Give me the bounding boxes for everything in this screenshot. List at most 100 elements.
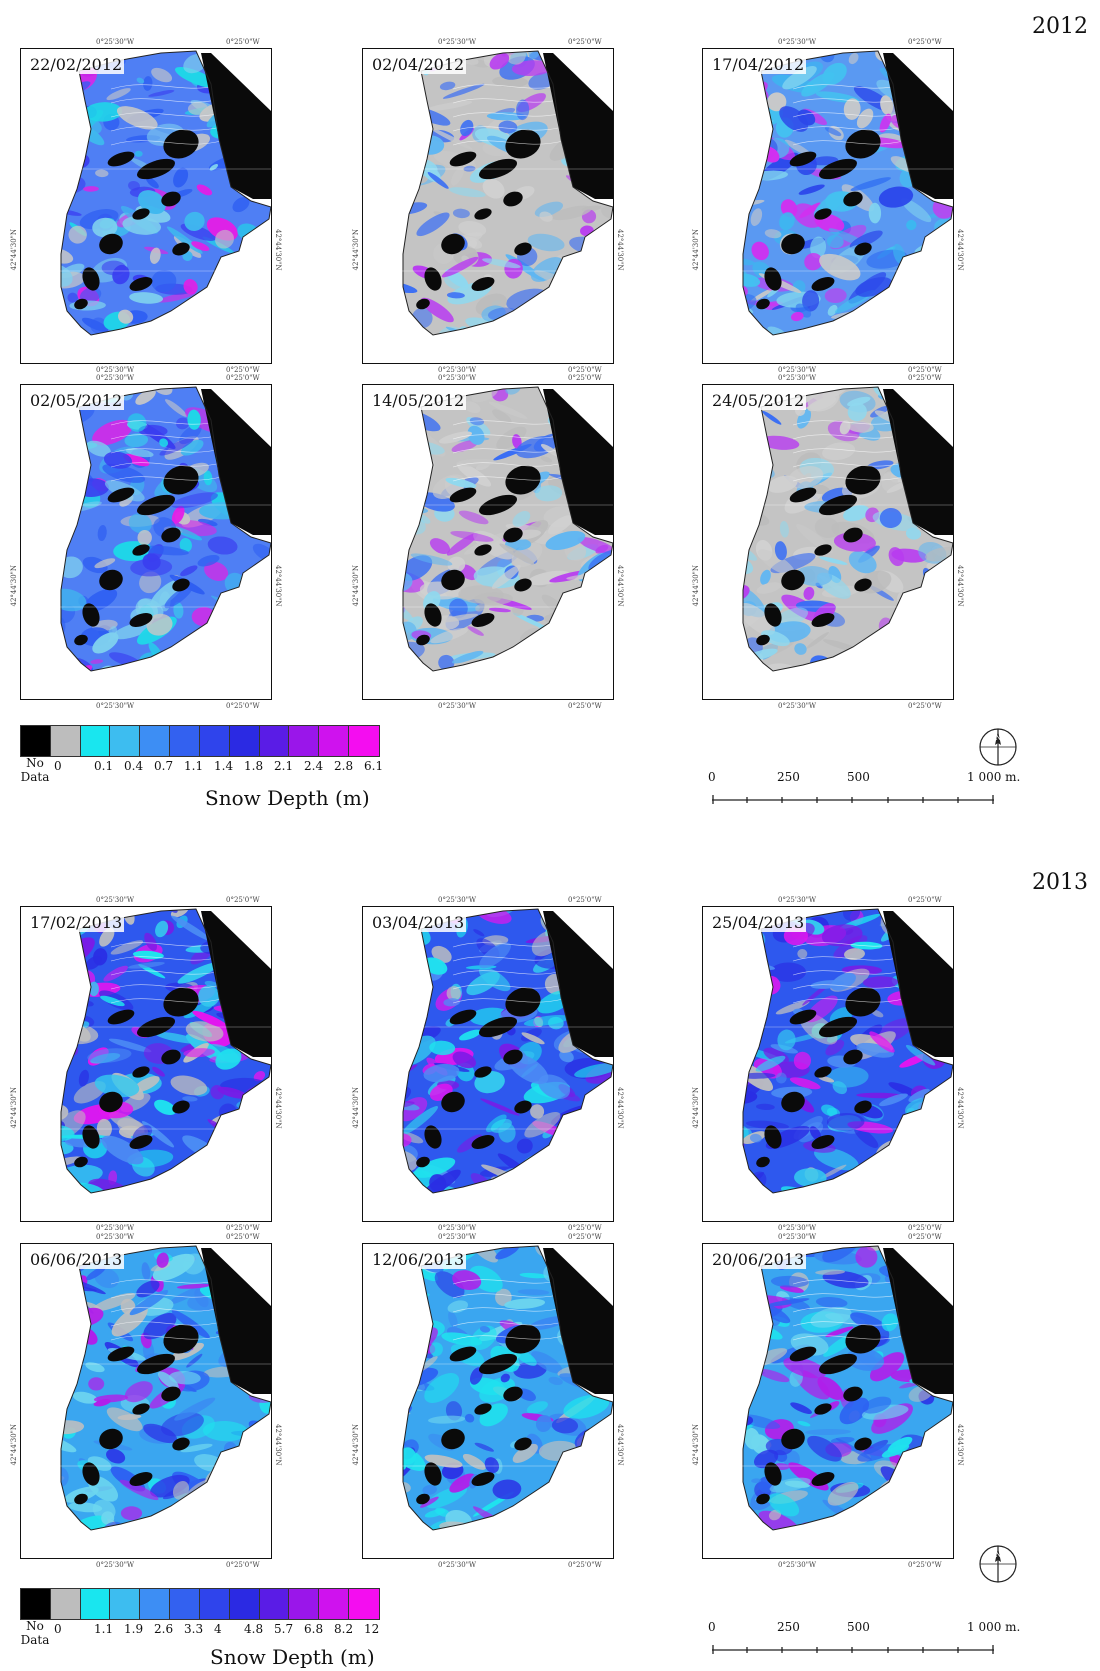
coord-lon-right: 0°25'0"W xyxy=(568,1233,602,1241)
coord-lon-right: 0°25'0"W xyxy=(226,1561,260,1569)
legend-swatch xyxy=(110,726,141,756)
panel-date-label: 25/04/2013 xyxy=(710,913,807,932)
legend-swatch xyxy=(80,726,111,756)
coord-lat-left: 42°44'30"N xyxy=(10,565,18,607)
legend-tick: 0.4 xyxy=(124,759,144,773)
snow-depth-map xyxy=(21,1245,271,1531)
legend-swatch xyxy=(50,726,81,756)
panel-date-label: 17/02/2013 xyxy=(28,913,125,932)
coord-lon-left: 0°25'30"W xyxy=(778,374,817,382)
coord-lon-right: 0°25'0"W xyxy=(568,1561,602,1569)
coord-lon-right: 0°25'0"W xyxy=(908,702,942,710)
legend-tick: 6.8 xyxy=(304,1622,324,1636)
scale-label-250: 250 xyxy=(777,1620,800,1634)
legend-tick: 2.6 xyxy=(154,1622,174,1636)
legend-swatch xyxy=(170,1589,200,1619)
legend-tick: 5.7 xyxy=(274,1622,294,1636)
legend-tick: 1.9 xyxy=(124,1622,144,1636)
map-panel: 14/05/2012 0°25'30"W 0°25'0"W 0°25'30"W 0°25… xyxy=(352,374,624,710)
map-panel: 24/05/2012 0°25'30"W 0°25'0"W 0°25'30"W 0°25… xyxy=(692,374,964,710)
coord-lon-left: 0°25'30"W xyxy=(778,1224,817,1232)
legend-swatch xyxy=(140,1589,171,1619)
snow-depth-map xyxy=(363,908,613,1194)
legend-swatch xyxy=(229,1589,260,1619)
map-panel: 03/04/2013 0°25'30"W 0°25'0"W 0°25'30"W 0°25… xyxy=(352,896,624,1232)
coord-lon-left: 0°25'30"W xyxy=(438,1224,477,1232)
coord-lat-left: 42°44'30"N xyxy=(352,565,360,607)
panel-date-label: 03/04/2013 xyxy=(370,913,467,932)
legend-color-ramp xyxy=(20,725,380,757)
coord-lon-left: 0°25'30"W xyxy=(96,38,135,46)
snow-depth-map xyxy=(363,386,613,672)
year-label-2013: 2013 xyxy=(1032,870,1088,895)
legend-nodata-label: No Data xyxy=(20,756,50,784)
coord-lat-right: 42°44'30"N xyxy=(956,1424,964,1466)
coord-lon-left: 0°25'30"W xyxy=(96,366,135,374)
scale-label-1000: 1 000 m. xyxy=(967,770,1021,784)
coord-lat-left: 42°44'30"N xyxy=(352,1424,360,1466)
coord-lon-right: 0°25'0"W xyxy=(908,366,942,374)
snow-depth-map xyxy=(21,386,271,672)
coord-lat-left: 42°44'30"N xyxy=(10,1087,18,1129)
legend-swatch xyxy=(319,726,350,756)
coord-lon-left: 0°25'30"W xyxy=(778,1233,817,1241)
legend-tick: 2.1 xyxy=(274,759,294,773)
legend-title: Snow Depth (m) xyxy=(205,786,370,810)
legend-tick-labels: 0 0.1 0.4 0.7 1.1 1.4 1.8 2.1 2.4 2.8 6.1 xyxy=(20,757,383,773)
north-arrow-icon: N xyxy=(978,1542,1018,1586)
coord-lon-right: 0°25'0"W xyxy=(226,366,260,374)
coord-lat-right: 42°44'30"N xyxy=(956,229,964,271)
coord-lon-right: 0°25'0"W xyxy=(226,1224,260,1232)
coord-lon-right: 0°25'0"W xyxy=(908,896,942,904)
snow-depth-map xyxy=(21,50,271,336)
snow-depth-map xyxy=(703,908,953,1194)
coord-lat-left: 42°44'30"N xyxy=(692,229,700,271)
coord-lon-left: 0°25'30"W xyxy=(438,38,477,46)
year-label-2012: 2012 xyxy=(1032,14,1088,39)
panel-date-label: 17/04/2012 xyxy=(710,55,807,74)
coord-lon-right: 0°25'0"W xyxy=(568,366,602,374)
coord-lon-right: 0°25'0"W xyxy=(226,374,260,382)
coord-lon-left: 0°25'30"W xyxy=(778,702,817,710)
map-panel: 22/02/2012 0°25'30"W 0°25'0"W 0°25'30"W 0°25… xyxy=(10,38,282,374)
panel-date-label: 02/05/2012 xyxy=(28,391,125,410)
map-panel: 17/02/2013 0°25'30"W 0°25'0"W 0°25'30"W 0°25… xyxy=(10,896,282,1232)
scale-label-250: 250 xyxy=(777,770,800,784)
legend-color-ramp xyxy=(20,1588,380,1620)
panel-date-label: 14/05/2012 xyxy=(370,391,467,410)
coord-lat-left: 42°44'30"N xyxy=(10,229,18,271)
map-panel: 02/04/2012 0°25'30"W 0°25'0"W 0°25'30"W 0°25… xyxy=(352,38,624,374)
coord-lon-left: 0°25'30"W xyxy=(778,896,817,904)
coord-lon-right: 0°25'0"W xyxy=(908,1224,942,1232)
coord-lon-left: 0°25'30"W xyxy=(96,1233,135,1241)
legend-tick: 4 xyxy=(214,1622,222,1636)
coord-lon-right: 0°25'0"W xyxy=(226,1233,260,1241)
panel-date-label: 20/06/2013 xyxy=(710,1250,807,1269)
coord-lon-left: 0°25'30"W xyxy=(438,1233,477,1241)
legend-swatch xyxy=(140,726,171,756)
coord-lon-left: 0°25'30"W xyxy=(438,896,477,904)
coord-lat-right: 42°44'30"N xyxy=(274,1087,282,1129)
map-panel: 20/06/2013 0°25'30"W 0°25'0"W 0°25'30"W 0°25… xyxy=(692,1233,964,1569)
panel-date-label: 22/02/2012 xyxy=(28,55,125,74)
legend-swatch xyxy=(170,726,200,756)
legend-tick: 3.3 xyxy=(184,1622,204,1636)
snow-depth-map xyxy=(703,50,953,336)
map-panel: 17/04/2012 0°25'30"W 0°25'0"W 0°25'30"W 0°25… xyxy=(692,38,964,374)
coord-lon-left: 0°25'30"W xyxy=(778,366,817,374)
legend-title: Snow Depth (m) xyxy=(210,1645,375,1669)
coord-lon-left: 0°25'30"W xyxy=(438,366,477,374)
legend-tick: 0 xyxy=(54,1622,62,1636)
map-panel: 25/04/2013 0°25'30"W 0°25'0"W 0°25'30"W 0°25… xyxy=(692,896,964,1232)
coord-lon-right: 0°25'0"W xyxy=(568,1224,602,1232)
legend-tick: 8.2 xyxy=(334,1622,354,1636)
coord-lat-left: 42°44'30"N xyxy=(692,1087,700,1129)
legend-swatch xyxy=(349,726,379,756)
coord-lon-right: 0°25'0"W xyxy=(908,38,942,46)
panel-date-label: 06/06/2013 xyxy=(28,1250,125,1269)
coord-lat-left: 42°44'30"N xyxy=(352,1087,360,1129)
coord-lat-right: 42°44'30"N xyxy=(956,1087,964,1129)
snow-depth-map xyxy=(363,50,613,336)
coord-lon-left: 0°25'30"W xyxy=(96,374,135,382)
coord-lat-right: 42°44'30"N xyxy=(616,565,624,607)
